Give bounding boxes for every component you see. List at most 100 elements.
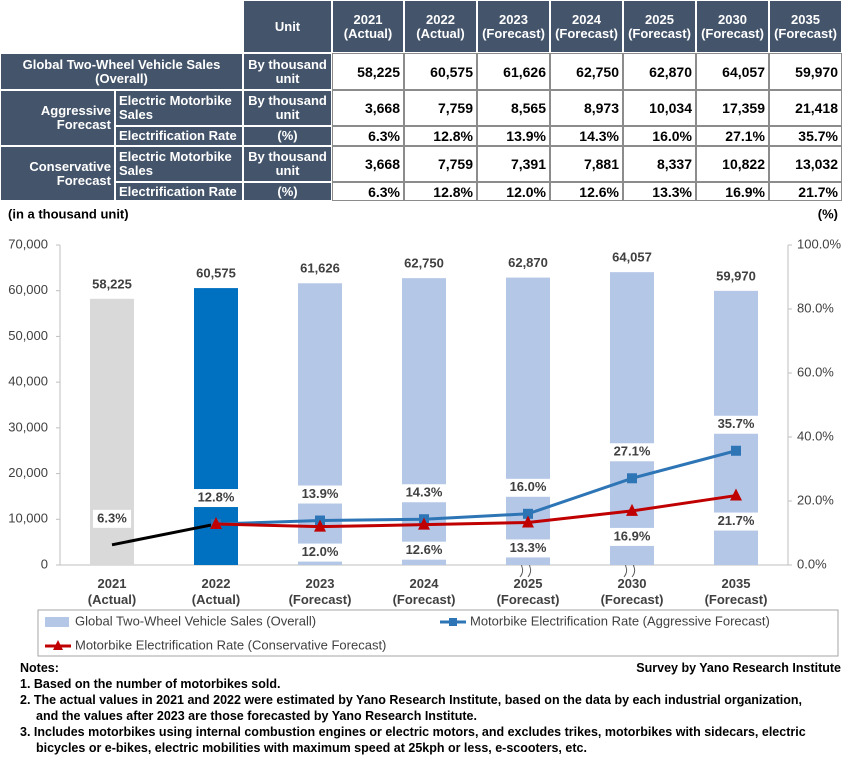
marker xyxy=(314,519,326,532)
label-bg xyxy=(401,541,447,560)
data-cell: 13.3% xyxy=(623,182,696,201)
y-tick-label: 10,000 xyxy=(8,511,48,526)
unit-cell: By thousand unit xyxy=(243,53,332,90)
marker xyxy=(523,508,533,519)
label-bg xyxy=(713,415,759,434)
legend-label: Motorbike Electrification Rate (Conserva… xyxy=(75,637,386,652)
data-cell: 7,881 xyxy=(550,146,623,182)
row-label: Electrification Rate xyxy=(115,182,243,201)
label-bg xyxy=(193,489,239,508)
data-label: 13.9% xyxy=(302,486,339,501)
legend-box xyxy=(37,609,839,657)
x-tick-label: 2022 (Actual) xyxy=(192,576,240,607)
marker xyxy=(522,515,534,528)
header-cell: 2022 (Actual) xyxy=(404,0,477,53)
label-bg xyxy=(505,478,551,497)
data-label: 27.1% xyxy=(614,444,651,459)
data-cell: 16.9% xyxy=(696,182,769,201)
note-item: 1. Based on the number of motorbikes sol… xyxy=(20,677,281,691)
data-label: 62,750 xyxy=(404,256,444,271)
x-tick-label: 2021 (Actual) xyxy=(88,576,136,607)
row-label: Global Two-Wheel Vehicle Sales (Overall) xyxy=(0,53,243,90)
data-label: 21.7% xyxy=(718,513,755,528)
y-tick-label: 0 xyxy=(41,556,48,571)
data-cell: 10,822 xyxy=(696,146,769,182)
data-label: 59,970 xyxy=(716,268,756,283)
marker xyxy=(626,503,638,516)
data-cell: 3,668 xyxy=(332,146,404,182)
data-label: 58,225 xyxy=(92,276,132,291)
data-cell: 7,391 xyxy=(477,146,550,182)
y2-tick-label: 0.0% xyxy=(797,556,827,571)
marker xyxy=(731,445,741,456)
x-tick-label: 2024 (Forecast) xyxy=(393,576,456,607)
legend-marker xyxy=(53,640,63,650)
data-cell: 64,057 xyxy=(696,53,769,90)
data-table: Unit 2021 (Actual) 2022 (Actual) 2023 (Fore… xyxy=(0,0,851,205)
chart: (in a thousand unit) (%) 0 10,000 20,000 30… xyxy=(8,206,842,657)
y2-tick-label: 20.0% xyxy=(797,492,834,507)
marker xyxy=(730,488,742,501)
data-cell: 6.3% xyxy=(332,126,404,146)
legend-label: Global Two-Wheel Vehicle Sales (Overall) xyxy=(75,613,316,628)
x-tick-label: 2023 (Forecast) xyxy=(289,576,352,607)
header-cell: 2023 (Forecast) xyxy=(477,0,550,53)
data-label: 35.7% xyxy=(718,416,755,431)
x-tick-label: 2025 (Forecast) xyxy=(497,576,560,607)
data-label: 12.8% xyxy=(198,489,235,504)
y-tick-label: 60,000 xyxy=(8,282,48,297)
data-cell: 13.9% xyxy=(477,126,550,146)
label-bg xyxy=(609,527,655,546)
y-tick-label: 70,000 xyxy=(8,236,48,251)
y-tick-label: 20,000 xyxy=(8,465,48,480)
data-cell: 60,575 xyxy=(404,53,477,90)
label-bg xyxy=(505,539,551,558)
label-bg xyxy=(609,443,655,462)
y2-axis-label: (%) xyxy=(818,206,838,221)
bar xyxy=(610,272,654,565)
data-label: 6.3% xyxy=(97,510,127,525)
group-label: Conservative Forecast xyxy=(0,146,115,201)
data-cell: 21,418 xyxy=(769,90,842,126)
marker xyxy=(627,473,637,484)
data-label: 14.3% xyxy=(406,485,443,500)
y-tick-label: 50,000 xyxy=(8,328,48,343)
data-label: 64,057 xyxy=(612,250,652,265)
data-cell: 13,032 xyxy=(769,146,842,182)
unit-cell: (%) xyxy=(243,126,332,146)
data-cell: 6.3% xyxy=(332,182,404,201)
line xyxy=(111,522,217,547)
header-cell: 2021 (Actual) xyxy=(332,0,404,53)
row-label: Electrification Rate xyxy=(115,126,243,146)
data-cell: 3,668 xyxy=(332,90,404,126)
data-label: 61,626 xyxy=(300,261,340,276)
y2-tick-label: 60.0% xyxy=(797,364,834,379)
data-label: 13.3% xyxy=(510,540,547,555)
marker xyxy=(210,517,222,530)
header-cell: 2035 (Forecast) xyxy=(769,0,842,53)
legend-marker xyxy=(449,618,457,626)
header-cell: 2025 (Forecast) xyxy=(623,0,696,53)
data-cell: 21.7% xyxy=(769,182,842,201)
data-cell: 7,759 xyxy=(404,90,477,126)
label-bg xyxy=(297,543,343,562)
data-cell: 62,870 xyxy=(623,53,696,90)
marker xyxy=(418,517,430,530)
data-cell: 58,225 xyxy=(332,53,404,90)
header-cell: 2030 (Forecast) xyxy=(696,0,769,53)
data-cell: 8,337 xyxy=(623,146,696,182)
data-cell: 14.3% xyxy=(550,126,623,146)
legend-label: Motorbike Electrification Rate (Aggressi… xyxy=(470,613,770,628)
y2-tick-label: 100.0% xyxy=(797,236,842,251)
data-cell: 62,750 xyxy=(550,53,623,90)
label-bg xyxy=(401,484,447,503)
data-cell: 7,759 xyxy=(404,146,477,182)
y2-tick-label: 40.0% xyxy=(797,428,834,443)
data-label: 60,575 xyxy=(196,266,236,281)
notes-list: 1. Based on the number of motorbikes sol… xyxy=(20,676,820,756)
note-item: 2. The actual values in 2021 and 2022 we… xyxy=(20,693,802,723)
header-cell: Unit xyxy=(243,0,332,53)
data-cell: 12.8% xyxy=(404,182,477,201)
y-tick-label: 40,000 xyxy=(8,374,48,389)
label-bg xyxy=(713,512,759,531)
